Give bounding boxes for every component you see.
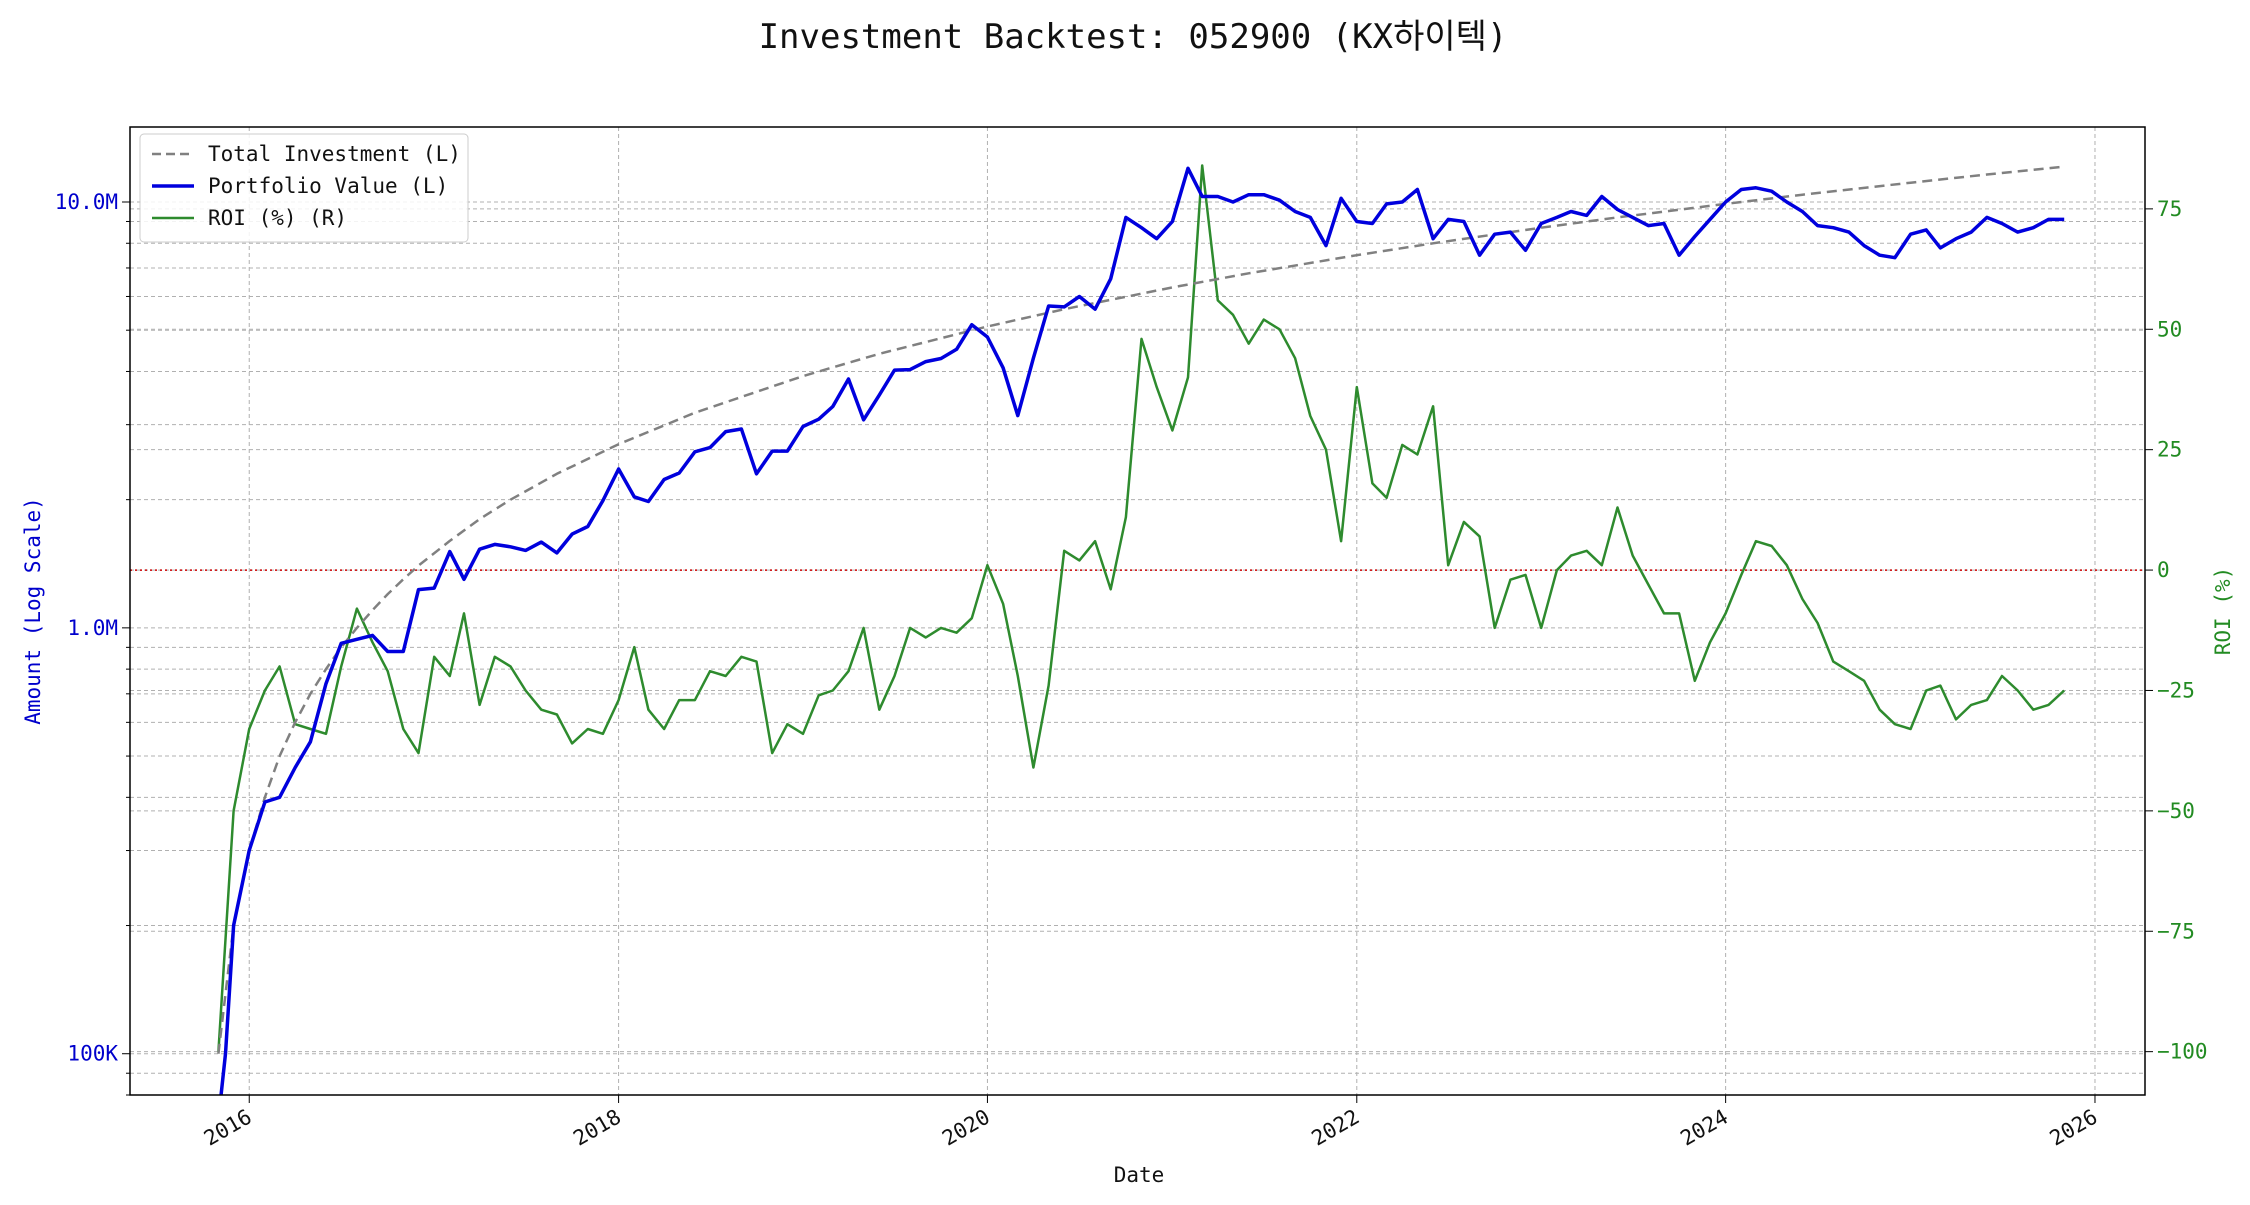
x-tick-label: 2026 xyxy=(2046,1105,2102,1151)
roi-line xyxy=(217,164,2066,1052)
legend-box xyxy=(139,133,469,243)
left-tick-label: 1.0M xyxy=(67,616,118,640)
right-tick-label: 50 xyxy=(2157,317,2182,341)
x-tick-label: 2018 xyxy=(569,1105,625,1151)
grid xyxy=(130,127,2145,1096)
portfolio-value-line xyxy=(219,166,2065,1095)
left-tick-label: 100K xyxy=(67,1042,118,1066)
legend-label: ROI (%) (R) xyxy=(208,206,347,230)
x-tick-label: 2016 xyxy=(200,1105,256,1151)
right-tick-label: 25 xyxy=(2157,438,2182,462)
right-tick-label: −50 xyxy=(2157,799,2195,823)
plot-frame xyxy=(129,126,2146,1096)
right-tick-label: −25 xyxy=(2157,678,2195,702)
right-tick-label: −100 xyxy=(2157,1040,2208,1064)
right-tick-label: −75 xyxy=(2157,919,2195,943)
total-investment-line xyxy=(217,165,2065,1054)
series-layer xyxy=(130,164,2145,1095)
axes: 100K 1.0M 10.0M −100 −75 −50 −25 0 25 50 75 2016 201… xyxy=(55,190,2208,1151)
right-axis-label: ROI (%) xyxy=(2211,567,2235,656)
x-tick-label: 2024 xyxy=(1676,1105,1732,1151)
legend: Total Investment (L) Portfolio Value (L) R… xyxy=(139,133,469,243)
right-tick-label: 0 xyxy=(2157,558,2170,582)
x-tick-label: 2020 xyxy=(938,1105,994,1151)
chart-title: Investment Backtest: 052900 (KX하이텍) xyxy=(759,17,1508,57)
left-tick-label: 10.0M xyxy=(55,190,118,214)
x-tick-label: 2022 xyxy=(1307,1105,1363,1151)
x-axis-label: Date xyxy=(1114,1163,1165,1187)
left-axis-label: Amount (Log Scale) xyxy=(21,497,45,725)
right-tick-label: 75 xyxy=(2157,197,2182,221)
legend-label: Total Investment (L) xyxy=(208,142,461,166)
legend-label: Portfolio Value (L) xyxy=(208,174,448,198)
